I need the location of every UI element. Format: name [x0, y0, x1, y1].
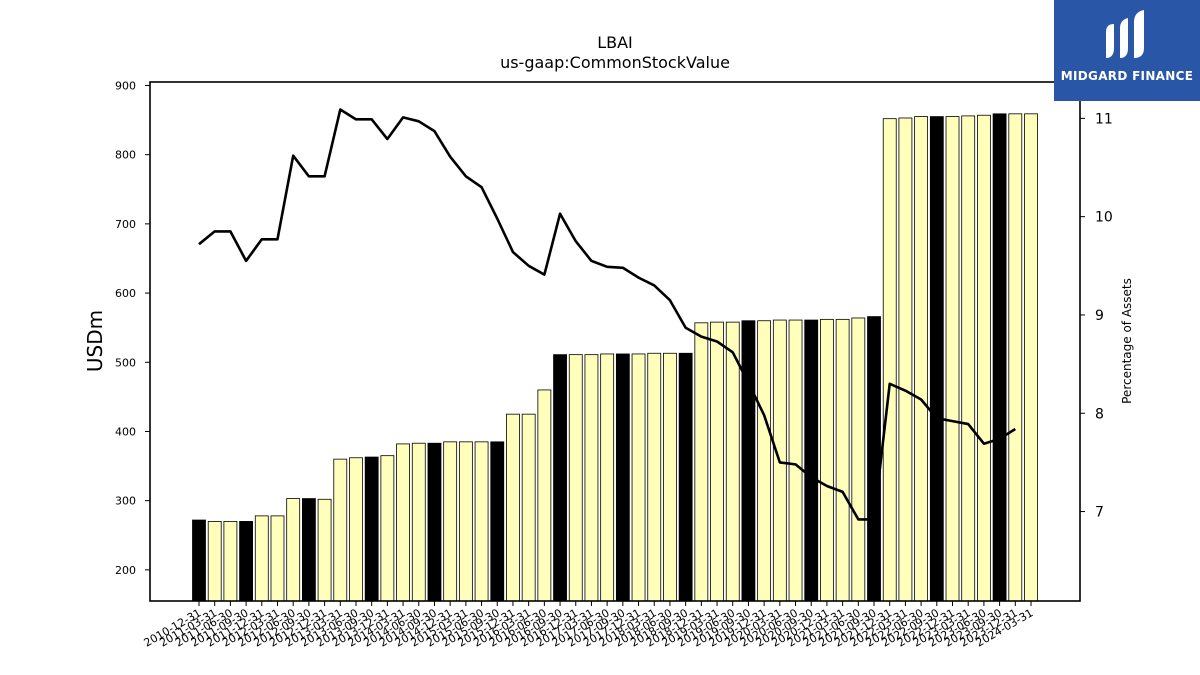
bar [553, 354, 567, 602]
bar [663, 352, 677, 602]
bar [349, 457, 363, 602]
plot-frame [149, 81, 1081, 602]
midgard-logo-icon [1106, 10, 1144, 58]
bar [427, 442, 442, 602]
bar [961, 115, 976, 602]
bar [757, 320, 772, 602]
bar [458, 441, 473, 602]
y-tick-label: 700 [115, 218, 136, 231]
bar [977, 114, 991, 602]
y-tick-label: 600 [115, 287, 136, 300]
bar [615, 353, 630, 602]
bar [600, 353, 615, 602]
bar [835, 318, 850, 602]
bar [851, 317, 866, 602]
bar [396, 443, 410, 602]
bar [537, 389, 552, 602]
bar [506, 413, 520, 602]
bar [270, 515, 285, 602]
bar [521, 413, 536, 602]
bar [678, 352, 693, 602]
bar [490, 441, 505, 602]
bar [647, 352, 662, 602]
bar [882, 118, 897, 602]
bar [804, 319, 819, 602]
bar [286, 498, 301, 602]
y2-axis-label: Percentage of Assets [1120, 278, 1134, 404]
brand-logo: MIDGARD FINANCE [1054, 0, 1200, 101]
bar [239, 521, 253, 602]
bar [945, 116, 960, 602]
bar [914, 116, 929, 602]
y2-tick-label: 8 [1095, 406, 1104, 422]
bar [192, 519, 206, 602]
y-axis-label: USDm [83, 310, 107, 372]
bar [568, 354, 583, 602]
y-tick-label: 500 [115, 356, 136, 369]
bar [710, 321, 724, 602]
bar [584, 354, 599, 602]
x-axis: 2010-12-312011-03-312011-06-302011-09-30… [142, 601, 1036, 650]
bar [411, 442, 426, 602]
bar [380, 455, 395, 602]
bar [694, 322, 709, 602]
y2-tick-label: 9 [1095, 308, 1104, 324]
chart-title: LBAI [597, 33, 633, 52]
bar [820, 318, 834, 602]
bar [1024, 113, 1038, 602]
bar [223, 521, 238, 602]
bar [207, 521, 222, 602]
chart-subtitle: us-gaap:CommonStockValue [500, 53, 730, 72]
bar [992, 113, 1007, 602]
y-tick-label: 300 [115, 495, 136, 508]
bar [364, 456, 379, 602]
bar [898, 117, 913, 602]
line-group [198, 108, 1016, 521]
y-tick-label: 400 [115, 425, 136, 438]
bar [317, 498, 332, 602]
bar [741, 320, 756, 602]
bar [443, 441, 458, 602]
bars-group [192, 113, 1038, 602]
bar [474, 441, 489, 602]
y2-tick-label: 10 [1095, 210, 1113, 226]
line-series-percentage [198, 108, 1016, 521]
y2-tick-label: 11 [1095, 111, 1113, 127]
bar [1008, 113, 1023, 602]
bar [333, 458, 348, 602]
y2-axis: 7 8 9 10 11 [1080, 111, 1113, 521]
bar [929, 116, 944, 602]
bar [631, 353, 646, 602]
brand-name: MIDGARD FINANCE [1060, 69, 1194, 83]
y-tick-label: 800 [115, 149, 136, 162]
bar [254, 515, 269, 602]
bar [788, 319, 803, 602]
y-axis: 200 300 400 500 600 700 800 900 [115, 79, 150, 577]
bar [301, 498, 316, 602]
y-tick-label: 200 [115, 564, 136, 577]
bar [867, 316, 881, 602]
y-tick-label: 900 [115, 79, 136, 92]
y2-tick-label: 7 [1095, 505, 1104, 521]
